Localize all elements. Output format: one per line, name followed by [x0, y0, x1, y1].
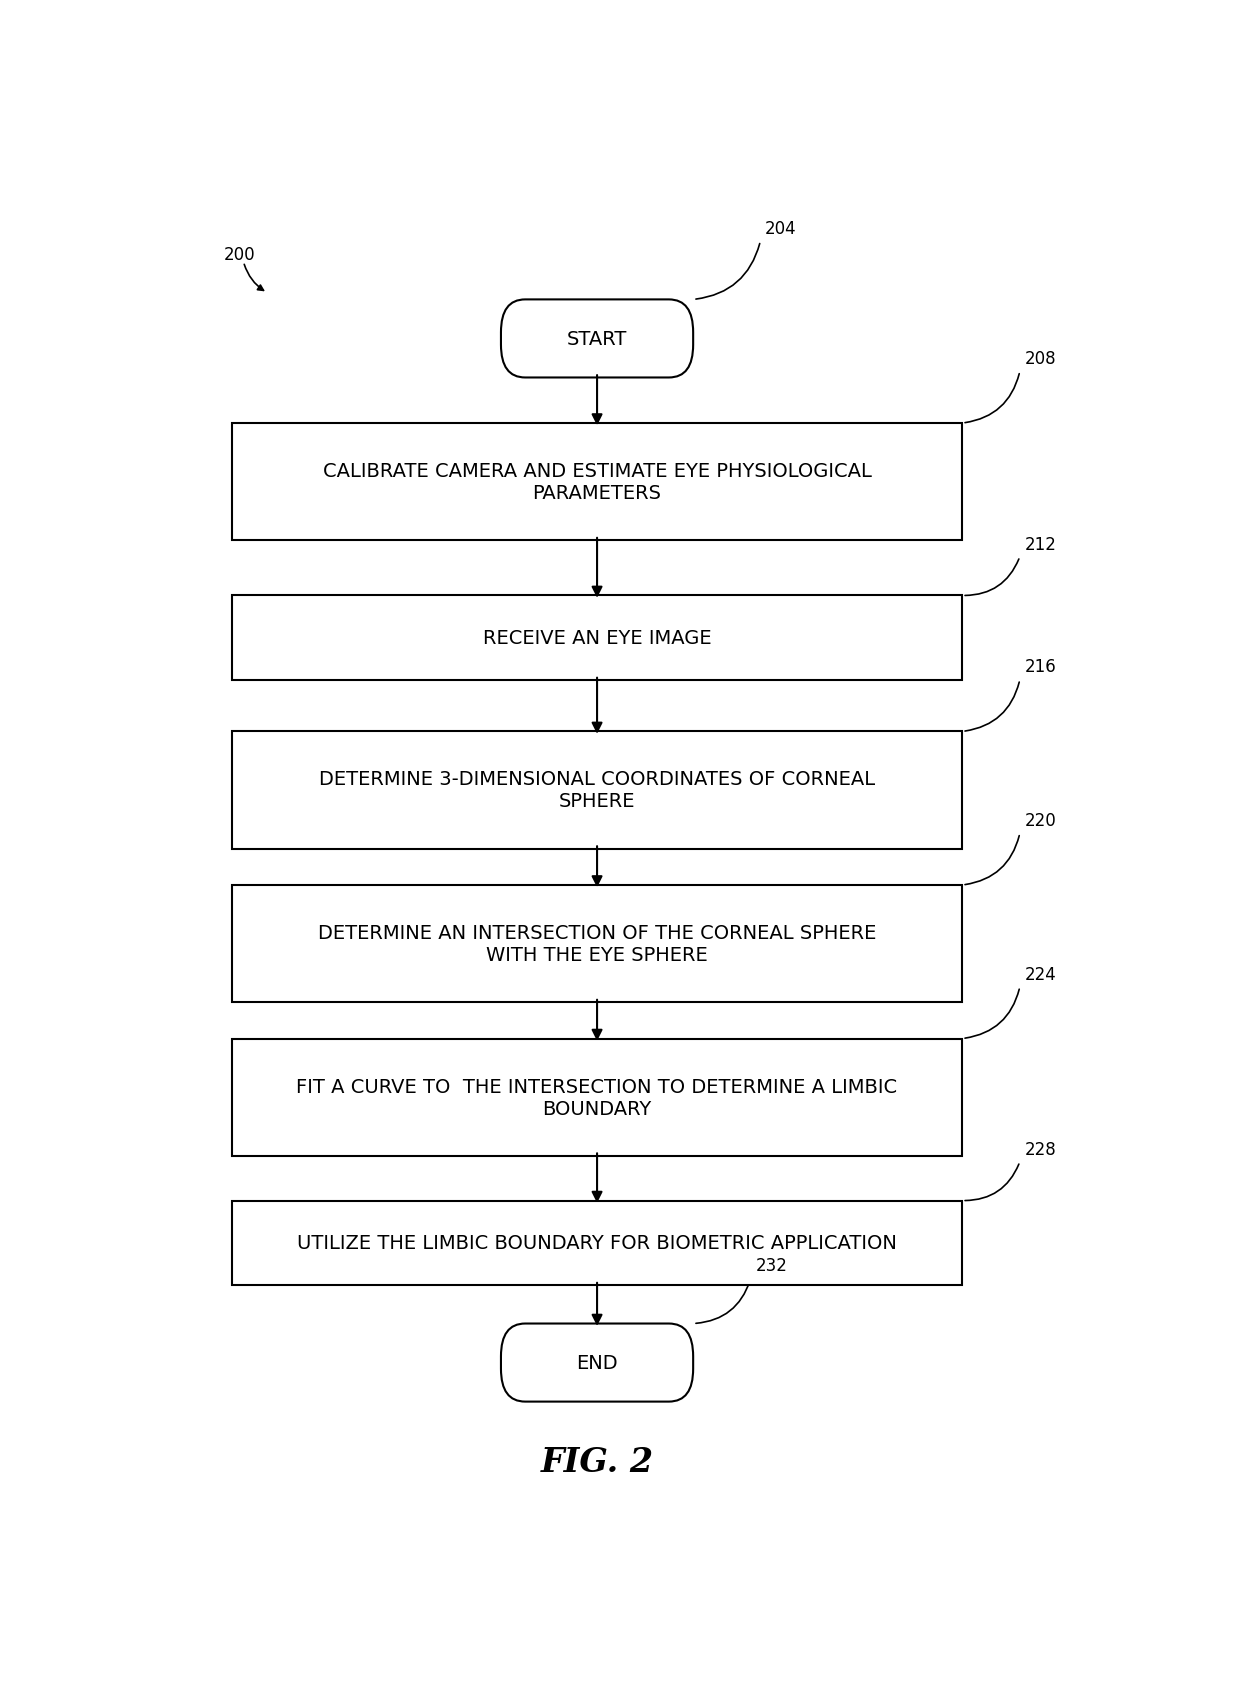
Bar [232, 1039, 962, 1155]
Text: 208: 208 [1024, 350, 1056, 368]
Text: RECEIVE AN EYE IMAGE: RECEIVE AN EYE IMAGE [482, 628, 712, 649]
Bar [232, 885, 962, 1003]
Text: END: END [577, 1353, 618, 1371]
Text: 232: 232 [755, 1257, 787, 1274]
FancyBboxPatch shape [501, 301, 693, 378]
Text: 200: 200 [224, 245, 255, 263]
Bar [232, 596, 962, 681]
Text: FIT A CURVE TO  THE INTERSECTION TO DETERMINE A LIMBIC
BOUNDARY: FIT A CURVE TO THE INTERSECTION TO DETER… [296, 1078, 898, 1118]
Text: START: START [567, 329, 627, 348]
Text: DETERMINE 3-DIMENSIONAL COORDINATES OF CORNEAL
SPHERE: DETERMINE 3-DIMENSIONAL COORDINATES OF C… [319, 770, 875, 811]
Bar [232, 424, 962, 540]
Text: 220: 220 [1024, 811, 1056, 829]
Text: DETERMINE AN INTERSECTION OF THE CORNEAL SPHERE
WITH THE EYE SPHERE: DETERMINE AN INTERSECTION OF THE CORNEAL… [317, 924, 877, 964]
Text: 228: 228 [1024, 1140, 1056, 1159]
Text: 204: 204 [765, 220, 797, 238]
Text: CALIBRATE CAMERA AND ESTIMATE EYE PHYSIOLOGICAL
PARAMETERS: CALIBRATE CAMERA AND ESTIMATE EYE PHYSIO… [322, 461, 872, 503]
Text: UTILIZE THE LIMBIC BOUNDARY FOR BIOMETRIC APPLICATION: UTILIZE THE LIMBIC BOUNDARY FOR BIOMETRI… [298, 1233, 897, 1253]
Text: FIG. 2: FIG. 2 [541, 1446, 653, 1478]
Bar [232, 1201, 962, 1285]
Bar [232, 731, 962, 850]
Text: 224: 224 [1024, 964, 1056, 983]
FancyBboxPatch shape [501, 1324, 693, 1402]
Text: 212: 212 [1024, 535, 1056, 554]
Text: 216: 216 [1024, 659, 1056, 676]
